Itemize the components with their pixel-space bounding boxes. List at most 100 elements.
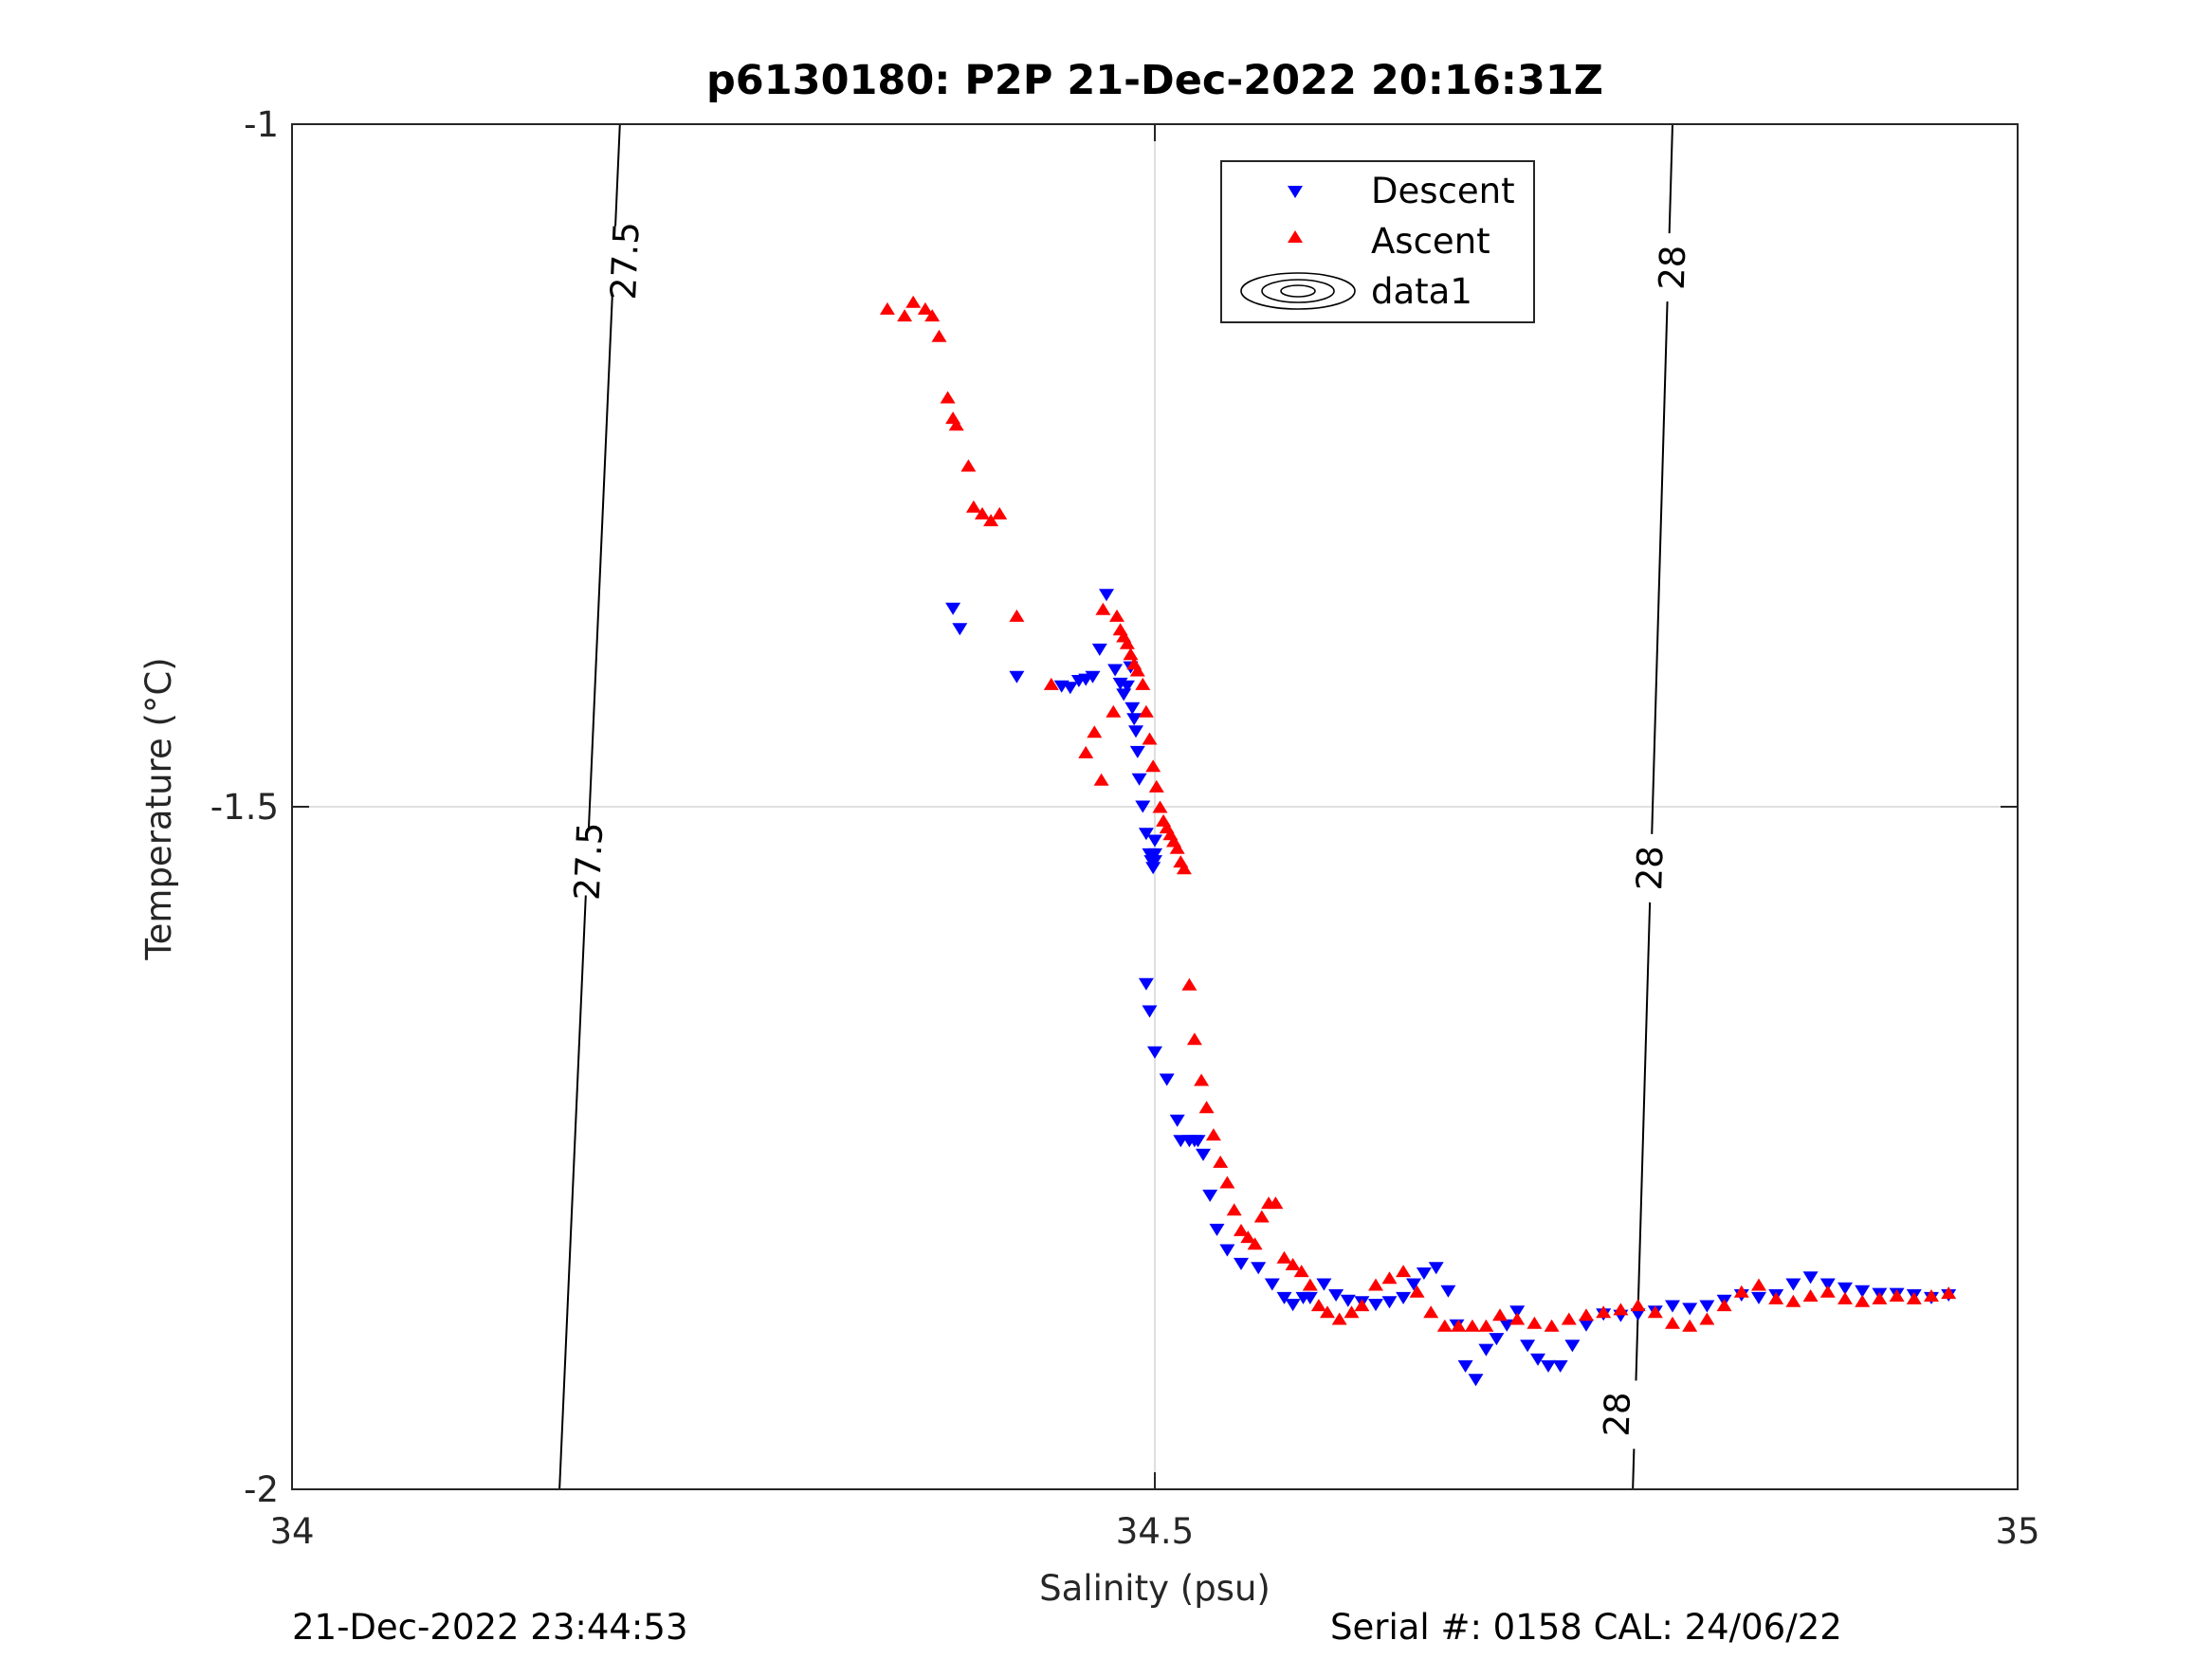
ascent-point xyxy=(948,418,964,431)
contour-27.5-segment-1 xyxy=(587,294,613,828)
ascent-point xyxy=(983,514,999,527)
descent-point xyxy=(1552,1359,1568,1373)
descent-point xyxy=(1251,1262,1267,1275)
descent-point xyxy=(945,602,961,615)
ascent-point xyxy=(1526,1316,1543,1329)
contour-label-0-1: 27.5 xyxy=(567,821,612,901)
descent-point xyxy=(1819,1278,1836,1291)
ascent-point xyxy=(1436,1319,1453,1332)
ascent-point xyxy=(1344,1305,1360,1319)
ascent-point xyxy=(1423,1305,1439,1319)
ascent-point xyxy=(1381,1271,1398,1285)
descent-point xyxy=(1009,670,1025,684)
ascent-point xyxy=(1872,1291,1888,1304)
legend-descent-marker xyxy=(1288,186,1303,198)
ascent-point xyxy=(931,329,947,342)
descent-point xyxy=(1147,1046,1162,1059)
ascent-point xyxy=(1409,1285,1425,1298)
legend-box xyxy=(1220,160,1535,323)
ascent-point xyxy=(1247,1237,1263,1250)
descent-point xyxy=(1457,1359,1473,1373)
ascent-point xyxy=(897,309,913,322)
descent-point xyxy=(1530,1353,1545,1366)
y-axis-label: Temperature (°C) xyxy=(138,657,179,960)
descent-point xyxy=(1316,1278,1332,1291)
ascent-point xyxy=(1285,1257,1301,1270)
ascent-point xyxy=(1320,1305,1335,1319)
contour-28-segment-0 xyxy=(1668,123,1673,234)
ascent-point xyxy=(1240,1231,1256,1244)
ascent-point xyxy=(1492,1308,1508,1322)
descent-point xyxy=(1630,1308,1646,1322)
descent-point xyxy=(1234,1257,1249,1270)
ascent-point xyxy=(1226,1203,1242,1216)
descent-point xyxy=(1190,1135,1206,1148)
descent-point xyxy=(1579,1319,1594,1332)
descent-point xyxy=(1119,680,1135,693)
ascent-point xyxy=(1733,1285,1749,1298)
ascent-point xyxy=(1138,704,1154,718)
legend-contour-icon xyxy=(1240,272,1356,310)
density-contours: 27.5 27.5 28 28 28 xyxy=(558,123,1693,1490)
ascent-point xyxy=(1837,1291,1853,1304)
descent-point xyxy=(1285,1299,1301,1312)
x-tick-label-1: 34.5 xyxy=(1116,1511,1194,1552)
descent-point xyxy=(1665,1300,1680,1313)
ascent-point xyxy=(924,309,941,322)
ascent-point xyxy=(917,301,933,315)
contour-27.5-segment-2 xyxy=(558,895,587,1490)
ascent-point xyxy=(1768,1291,1784,1304)
descent-point xyxy=(1124,702,1141,715)
series-descent xyxy=(945,589,1957,1387)
ascent-point xyxy=(1665,1316,1680,1329)
contour-label-1-2: 28 xyxy=(1597,1392,1638,1437)
descent-point xyxy=(1264,1278,1280,1291)
ascent-point xyxy=(992,506,1008,520)
ascent-point xyxy=(1509,1312,1526,1325)
descent-point xyxy=(1128,725,1143,738)
descent-point xyxy=(1126,713,1143,726)
descent-point xyxy=(1478,1343,1494,1357)
ascent-point xyxy=(879,301,895,315)
ascent-point xyxy=(1276,1250,1292,1264)
x-axis-label: Salinity (psu) xyxy=(1039,1568,1271,1609)
ascent-point xyxy=(1819,1285,1836,1298)
x-tick-label-2: 35 xyxy=(1995,1511,2039,1552)
ascent-point xyxy=(1544,1319,1560,1332)
descent-point xyxy=(1196,1148,1211,1161)
descent-point xyxy=(1785,1278,1801,1291)
ascent-point xyxy=(1682,1319,1698,1332)
descent-point xyxy=(1328,1289,1344,1302)
descent-point xyxy=(1169,1114,1185,1127)
contour-28-segment-1 xyxy=(1651,301,1669,834)
ascent-point xyxy=(1331,1312,1347,1325)
contour-label-1-0: 28 xyxy=(1652,245,1693,290)
descent-point xyxy=(1147,848,1162,861)
ascent-point xyxy=(1451,1319,1467,1332)
descent-point xyxy=(1509,1305,1526,1319)
legend-ascent-marker xyxy=(1288,230,1303,243)
ascent-point xyxy=(1095,602,1111,615)
ascent-point xyxy=(1751,1278,1766,1291)
ascent-point xyxy=(1906,1291,1922,1304)
ascent-point xyxy=(1941,1286,1957,1300)
ascent-point xyxy=(1716,1299,1732,1312)
descent-point xyxy=(1406,1278,1421,1291)
descent-point xyxy=(1368,1299,1383,1312)
legend-data1-label: data1 xyxy=(1371,271,1472,312)
ascent-point xyxy=(1123,647,1139,661)
contour-label-0-0: 27.5 xyxy=(603,221,648,301)
descent-point xyxy=(1091,643,1107,656)
ascent-point xyxy=(1106,704,1122,718)
descent-point xyxy=(1116,688,1132,702)
descent-point xyxy=(1855,1285,1871,1298)
ascent-point xyxy=(1613,1303,1629,1316)
descent-point xyxy=(1107,664,1124,677)
descent-point xyxy=(1416,1267,1432,1280)
descent-point xyxy=(1699,1300,1715,1313)
descent-point xyxy=(1489,1333,1505,1346)
ascent-point xyxy=(1924,1289,1939,1302)
ascent-point xyxy=(1396,1265,1412,1278)
ascent-point xyxy=(1889,1289,1905,1302)
series-ascent xyxy=(879,295,1957,1332)
